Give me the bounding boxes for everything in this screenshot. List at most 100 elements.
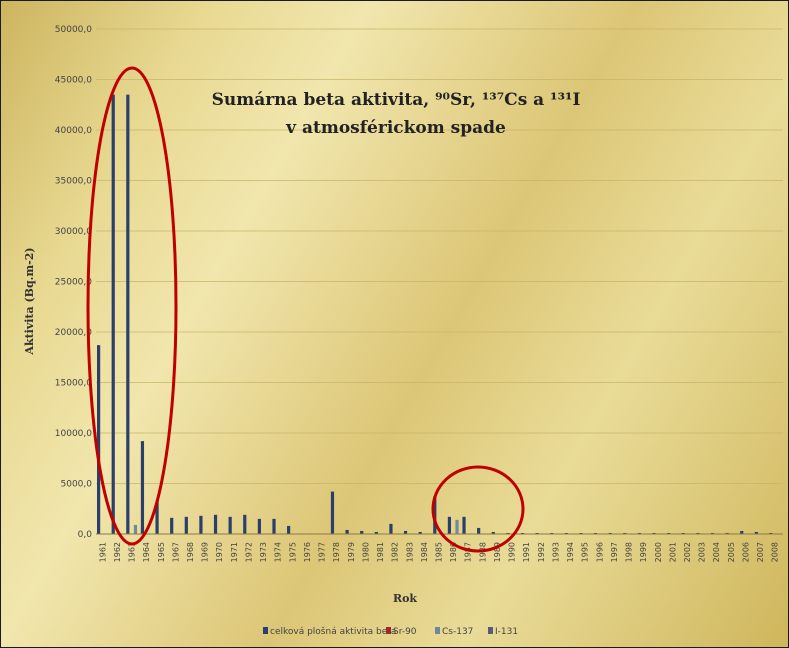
bar-celkov-plo-n-aktivita-beta — [637, 532, 642, 534]
y-tick-label: 35000,0 — [55, 177, 92, 187]
x-tick-labels: 1961 1962 1963 1964 1965 1967 1968 1969 1970 1971… — [98, 542, 779, 562]
x-tick-label: 1967 — [171, 542, 180, 562]
x-tick-label: 1993 — [551, 542, 560, 562]
bar-celkov-plo-n-aktivita-beta — [243, 514, 247, 534]
x-tick-label: 2006 — [741, 542, 750, 562]
y-tick-label: 50000,0 — [55, 25, 92, 35]
x-tick-label: 2005 — [727, 542, 736, 562]
bar-celkov-plo-n-aktivita-beta — [550, 532, 554, 534]
x-tick-label: 1996 — [595, 542, 604, 562]
x-tick-label: 2000 — [654, 542, 663, 562]
bar-celkov-plo-n-aktivita-beta — [593, 532, 598, 534]
bar-celkov-plo-n-aktivita-beta — [725, 532, 729, 534]
bar-celkov-plo-n-aktivita-beta — [155, 500, 159, 534]
bar-celkov-plo-n-aktivita-beta — [564, 532, 568, 534]
bar-cs-137 — [455, 519, 459, 534]
bar-celkov-plo-n-aktivita-beta — [608, 532, 612, 534]
legend-label: Cs-137 — [442, 627, 473, 637]
x-tick-label: 1974 — [274, 542, 283, 562]
bar-celkov-plo-n-aktivita-beta — [520, 532, 525, 534]
x-tick-label: 1989 — [493, 542, 502, 562]
bar-celkov-plo-n-aktivita-beta — [623, 532, 627, 534]
bar-celkov-plo-n-aktivita-beta — [126, 94, 130, 535]
x-tick-label: 1961 — [98, 542, 107, 562]
y-tick-label: 20000,0 — [55, 328, 92, 338]
x-tick-label: 2004 — [712, 542, 721, 562]
bar-celkov-plo-n-aktivita-beta — [287, 525, 291, 534]
x-tick-label: 2001 — [668, 542, 677, 562]
x-tick-label: 2002 — [683, 542, 692, 562]
highlight-ellipse-1986-peak — [431, 465, 525, 553]
bar-celkov-plo-n-aktivita-beta — [447, 516, 452, 534]
bar-celkov-plo-n-aktivita-beta — [681, 532, 685, 534]
x-tick-label: 1985 — [435, 542, 444, 562]
legend-swatch — [263, 627, 268, 634]
legend-swatch — [386, 627, 391, 634]
bar-celkov-plo-n-aktivita-beta — [418, 531, 422, 534]
highlight-ellipse-early-peak — [86, 66, 178, 546]
x-tick-label: 1978 — [332, 542, 341, 562]
bar-celkov-plo-n-aktivita-beta — [462, 516, 466, 534]
x-tick-label: 2007 — [756, 542, 765, 562]
x-tick-label: 1998 — [625, 542, 634, 562]
bar-celkov-plo-n-aktivita-beta — [769, 532, 773, 534]
chart-title-line-2: v atmosférickom spade — [285, 118, 506, 138]
x-tick-label: 1973 — [259, 542, 268, 562]
bar-celkov-plo-n-aktivita-beta — [228, 516, 232, 534]
bar-celkov-plo-n-aktivita-beta — [579, 532, 583, 534]
legend-swatch — [435, 627, 440, 634]
chart-title-line-1: Sumárna beta aktivita, ⁹⁰Sr, ¹³⁷Cs a ¹³¹… — [212, 90, 581, 110]
y-tick-label: 45000,0 — [55, 76, 92, 86]
y-tick-label: 0,0 — [78, 530, 93, 540]
y-tick-label: 25000,0 — [55, 278, 92, 288]
x-tick-label: 1999 — [639, 542, 648, 562]
x-tick-label: 1997 — [610, 542, 619, 562]
bar-celkov-plo-n-aktivita-beta — [403, 530, 408, 534]
x-tick-label: 1979 — [347, 542, 356, 562]
bar-celkov-plo-n-aktivita-beta — [213, 514, 218, 534]
bar-celkov-plo-n-aktivita-beta — [374, 531, 378, 534]
x-tick-label: 1980 — [361, 542, 370, 562]
y-tick-label: 10000,0 — [55, 429, 92, 439]
bar-celkov-plo-n-aktivita-beta — [345, 529, 349, 534]
bar-celkov-plo-n-aktivita-beta — [652, 532, 656, 534]
y-tick-label: 15000,0 — [55, 379, 92, 389]
x-tick-label: 1994 — [566, 542, 575, 562]
x-tick-label: 1981 — [376, 542, 385, 562]
bar-celkov-plo-n-aktivita-beta — [140, 441, 145, 534]
x-tick-label: 1984 — [420, 542, 429, 562]
x-tick-label: 1964 — [142, 542, 151, 562]
legend-label: celková plošná aktivita beta — [270, 626, 396, 637]
x-tick-label: 1991 — [522, 542, 531, 562]
x-tick-label: 1968 — [186, 542, 195, 562]
bar-celkov-plo-n-aktivita-beta — [330, 491, 335, 534]
bar-celkov-plo-n-aktivita-beta — [491, 531, 495, 534]
bar-celkov-plo-n-aktivita-beta — [477, 527, 481, 534]
bar-celkov-plo-n-aktivita-beta — [754, 531, 758, 534]
y-tick-label: 30000,0 — [55, 227, 92, 237]
x-tick-label: 1975 — [288, 542, 297, 562]
bar-celkov-plo-n-aktivita-beta — [272, 518, 276, 534]
bar-celkov-plo-n-aktivita-beta — [535, 532, 539, 534]
bar-celkov-plo-n-aktivita-beta — [360, 530, 364, 534]
x-tick-label: 1972 — [244, 542, 253, 562]
x-tick-label: 1977 — [318, 542, 327, 562]
bar-celkov-plo-n-aktivita-beta — [257, 518, 261, 534]
x-tick-label: 1963 — [128, 542, 137, 562]
bar-celkov-plo-n-aktivita-beta — [184, 516, 188, 534]
y-tick-labels: 0,0 5000,0 10000,0 15000,0 20000,0 25000,0 300… — [55, 25, 92, 540]
bar-celkov-plo-n-aktivita-beta — [170, 517, 174, 534]
legend-label: I-131 — [495, 627, 518, 637]
x-tick-label: 1976 — [303, 542, 312, 562]
bar-celkov-plo-n-aktivita-beta — [506, 532, 510, 534]
x-tick-label: 1962 — [113, 542, 122, 562]
x-tick-label: 1971 — [230, 542, 239, 562]
x-tick-label: 2003 — [698, 542, 707, 562]
bar-celkov-plo-n-aktivita-beta — [710, 532, 715, 534]
x-tick-label: 1965 — [157, 542, 166, 562]
bar-celkov-plo-n-aktivita-beta — [97, 345, 101, 534]
